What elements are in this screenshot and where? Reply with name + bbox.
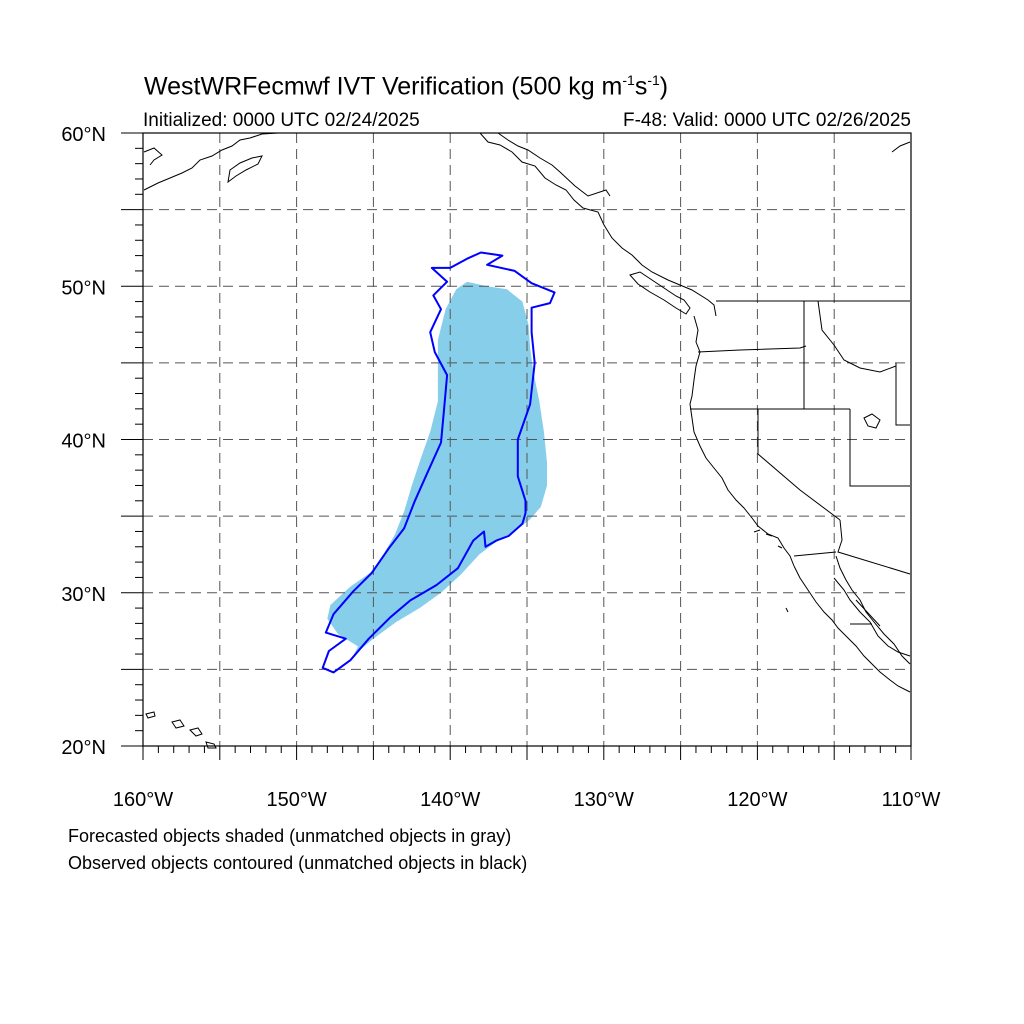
channel-islands [753,529,789,613]
legend-observed-note: Observed objects contoured (unmatched ob… [68,853,528,873]
observed-ivt-contour [321,251,556,674]
lat-tick-label: 40°N [61,431,106,453]
title-close: ) [659,72,669,101]
lon-tick-label: 160°W [113,789,173,811]
forecast-object-layer [327,281,547,659]
coastline-hawaii [145,711,217,749]
axis-labels: 160°W 150°W 140°W 130°W 120°W 110°W 60°N 50°N 40… [61,124,940,811]
forecast-ivt-object [327,281,547,659]
border-id-wy [895,363,910,426]
lon-tick-label: 130°W [574,789,634,811]
lat-tick-label: 60°N [61,124,106,146]
coastline-gulf-california [833,577,911,657]
gridlines [143,133,911,746]
map-frame [121,132,912,760]
lat-tick-label: 20°N [61,737,106,759]
coastline-kodiak [227,155,263,184]
lon-tick-label: 120°W [727,789,787,811]
observed-object-layer [321,251,556,674]
border-nv-ut [849,409,910,487]
lon-tick-label: 110°W [882,789,941,811]
coastline-west-coast [689,315,795,567]
coastline-vancouver-island [629,271,691,315]
lon-tick-label: 150°W [266,789,326,811]
title-text: WestWRFecmwf IVT Verification (500 kg m [144,72,623,101]
coastline-northeast-corner [891,141,911,153]
coastline-alaska-bc [479,132,717,317]
valid-time-label: F-48: Valid: 0000 UTC 02/26/2025 [623,110,911,131]
title-unit: s [634,72,648,101]
init-time-label: Initialized: 0000 UTC 02/24/2025 [143,110,420,131]
border-ca-az [837,519,911,575]
border-ca-nv [757,409,841,521]
lat-tick-label: 50°N [61,277,106,299]
coastline-alaska-upper [497,132,611,197]
coastlines-and-borders [143,132,911,749]
border-id-mt [817,300,897,373]
lat-tick-label: 30°N [61,584,106,606]
lon-tick-label: 140°W [420,789,480,811]
coastline-alaska-peninsula [143,132,279,191]
border-wa-or [697,345,807,353]
title-exponent-2: -1 [647,72,660,88]
map-title: WestWRFecmwf IVT Verification (500 kg m-… [144,72,668,101]
border-us-mexico [793,551,837,557]
border-az-nm [850,599,881,627]
coastline-baja [793,555,911,693]
great-salt-lake [863,413,881,429]
legend-forecast-note: Forecasted objects shaded (unmatched obj… [68,826,512,846]
title-exponent-1: -1 [622,72,635,88]
